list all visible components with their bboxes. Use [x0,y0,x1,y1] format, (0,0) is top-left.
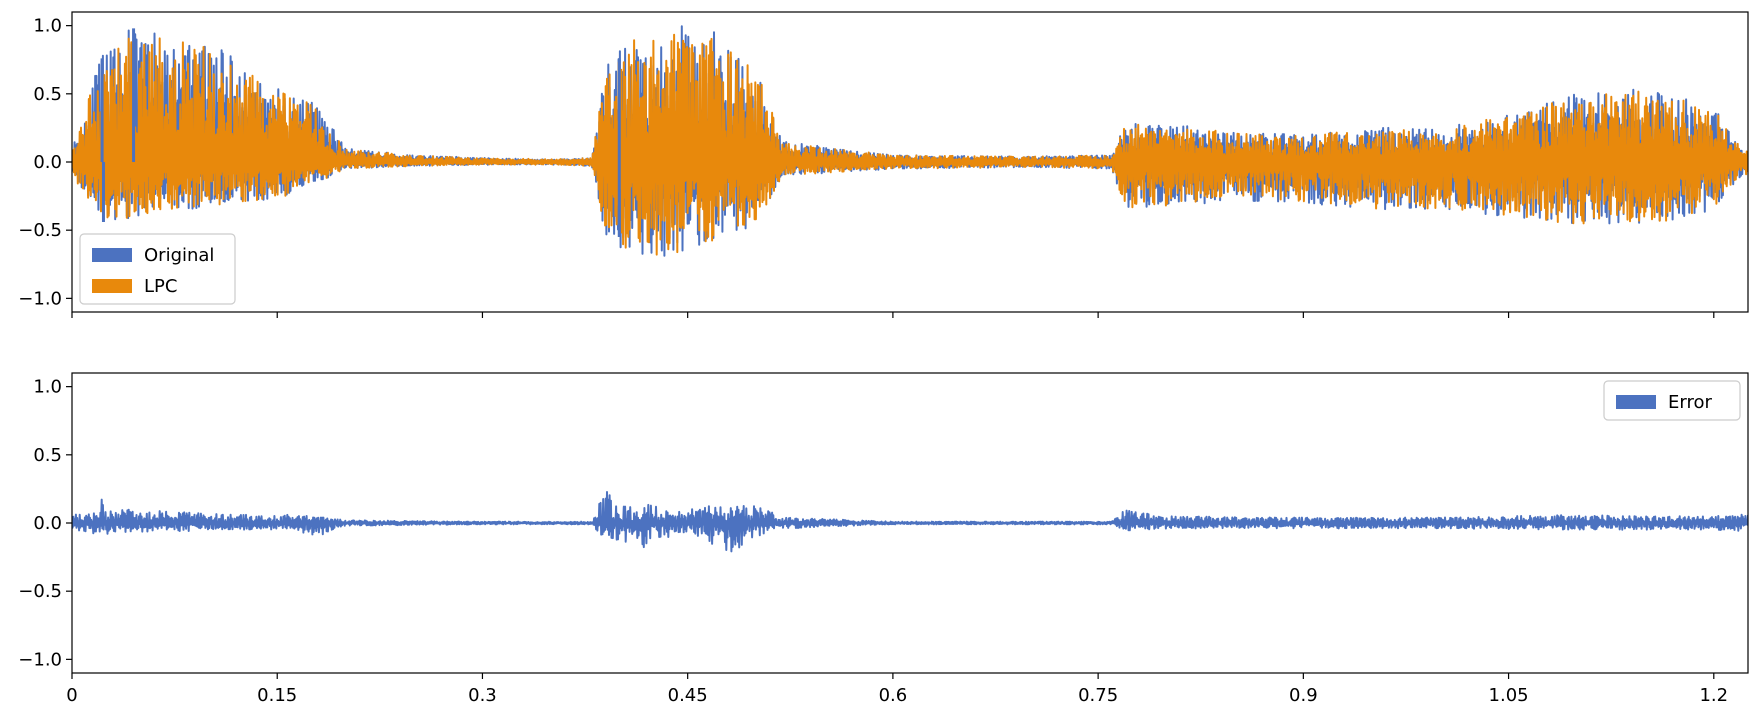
legend-label-error: Error [1668,392,1712,413]
legend-label-original: Original [144,245,214,266]
legend-swatch-original [92,248,132,262]
y-tick-label: 0.5 [33,84,62,105]
x-tick-label: 1.05 [1489,685,1529,706]
series-lpc-line [72,33,1748,256]
series-error-line [72,491,1748,553]
x-tick-label: 0.75 [1078,685,1118,706]
legend-box [1603,380,1741,421]
x-tick-label: 0.45 [668,685,708,706]
y-tick-label: 0.0 [33,513,62,534]
x-tick-label: 0.9 [1289,685,1318,706]
legend-label-lpc: LPC [144,276,177,297]
x-tick-label: 0 [66,685,77,706]
top-axes: 1.0 0.5 0.0 −0.5 −1.0 Original LPC [18,11,1749,318]
y-tick-label: −1.0 [18,288,62,309]
legend: Error [1603,380,1741,421]
x-tick-label: 0.3 [468,685,497,706]
legend-swatch-error [1616,395,1656,409]
plot-area [72,491,1748,553]
y-tick-label: −0.5 [18,581,62,602]
x-tick-label: 1.2 [1699,685,1728,706]
y-tick-label: 0.0 [33,152,62,173]
legend-swatch-lpc [92,279,132,293]
plot-area [72,25,1748,257]
y-tick-label: −1.0 [18,649,62,670]
legend: Original LPC [79,233,236,305]
y-tick-label: 1.0 [33,377,62,398]
y-tick-label: −0.5 [18,220,62,241]
x-tick-label: 0.6 [879,685,908,706]
x-tick-label: 0.15 [257,685,297,706]
bottom-axes: 1.0 0.5 0.0 −0.5 −1.00 0.15 0.3 0.45 0.6 0.75 0.9 1… [18,372,1749,706]
y-tick-label: 1.0 [33,16,62,37]
y-tick-label: 0.5 [33,445,62,466]
